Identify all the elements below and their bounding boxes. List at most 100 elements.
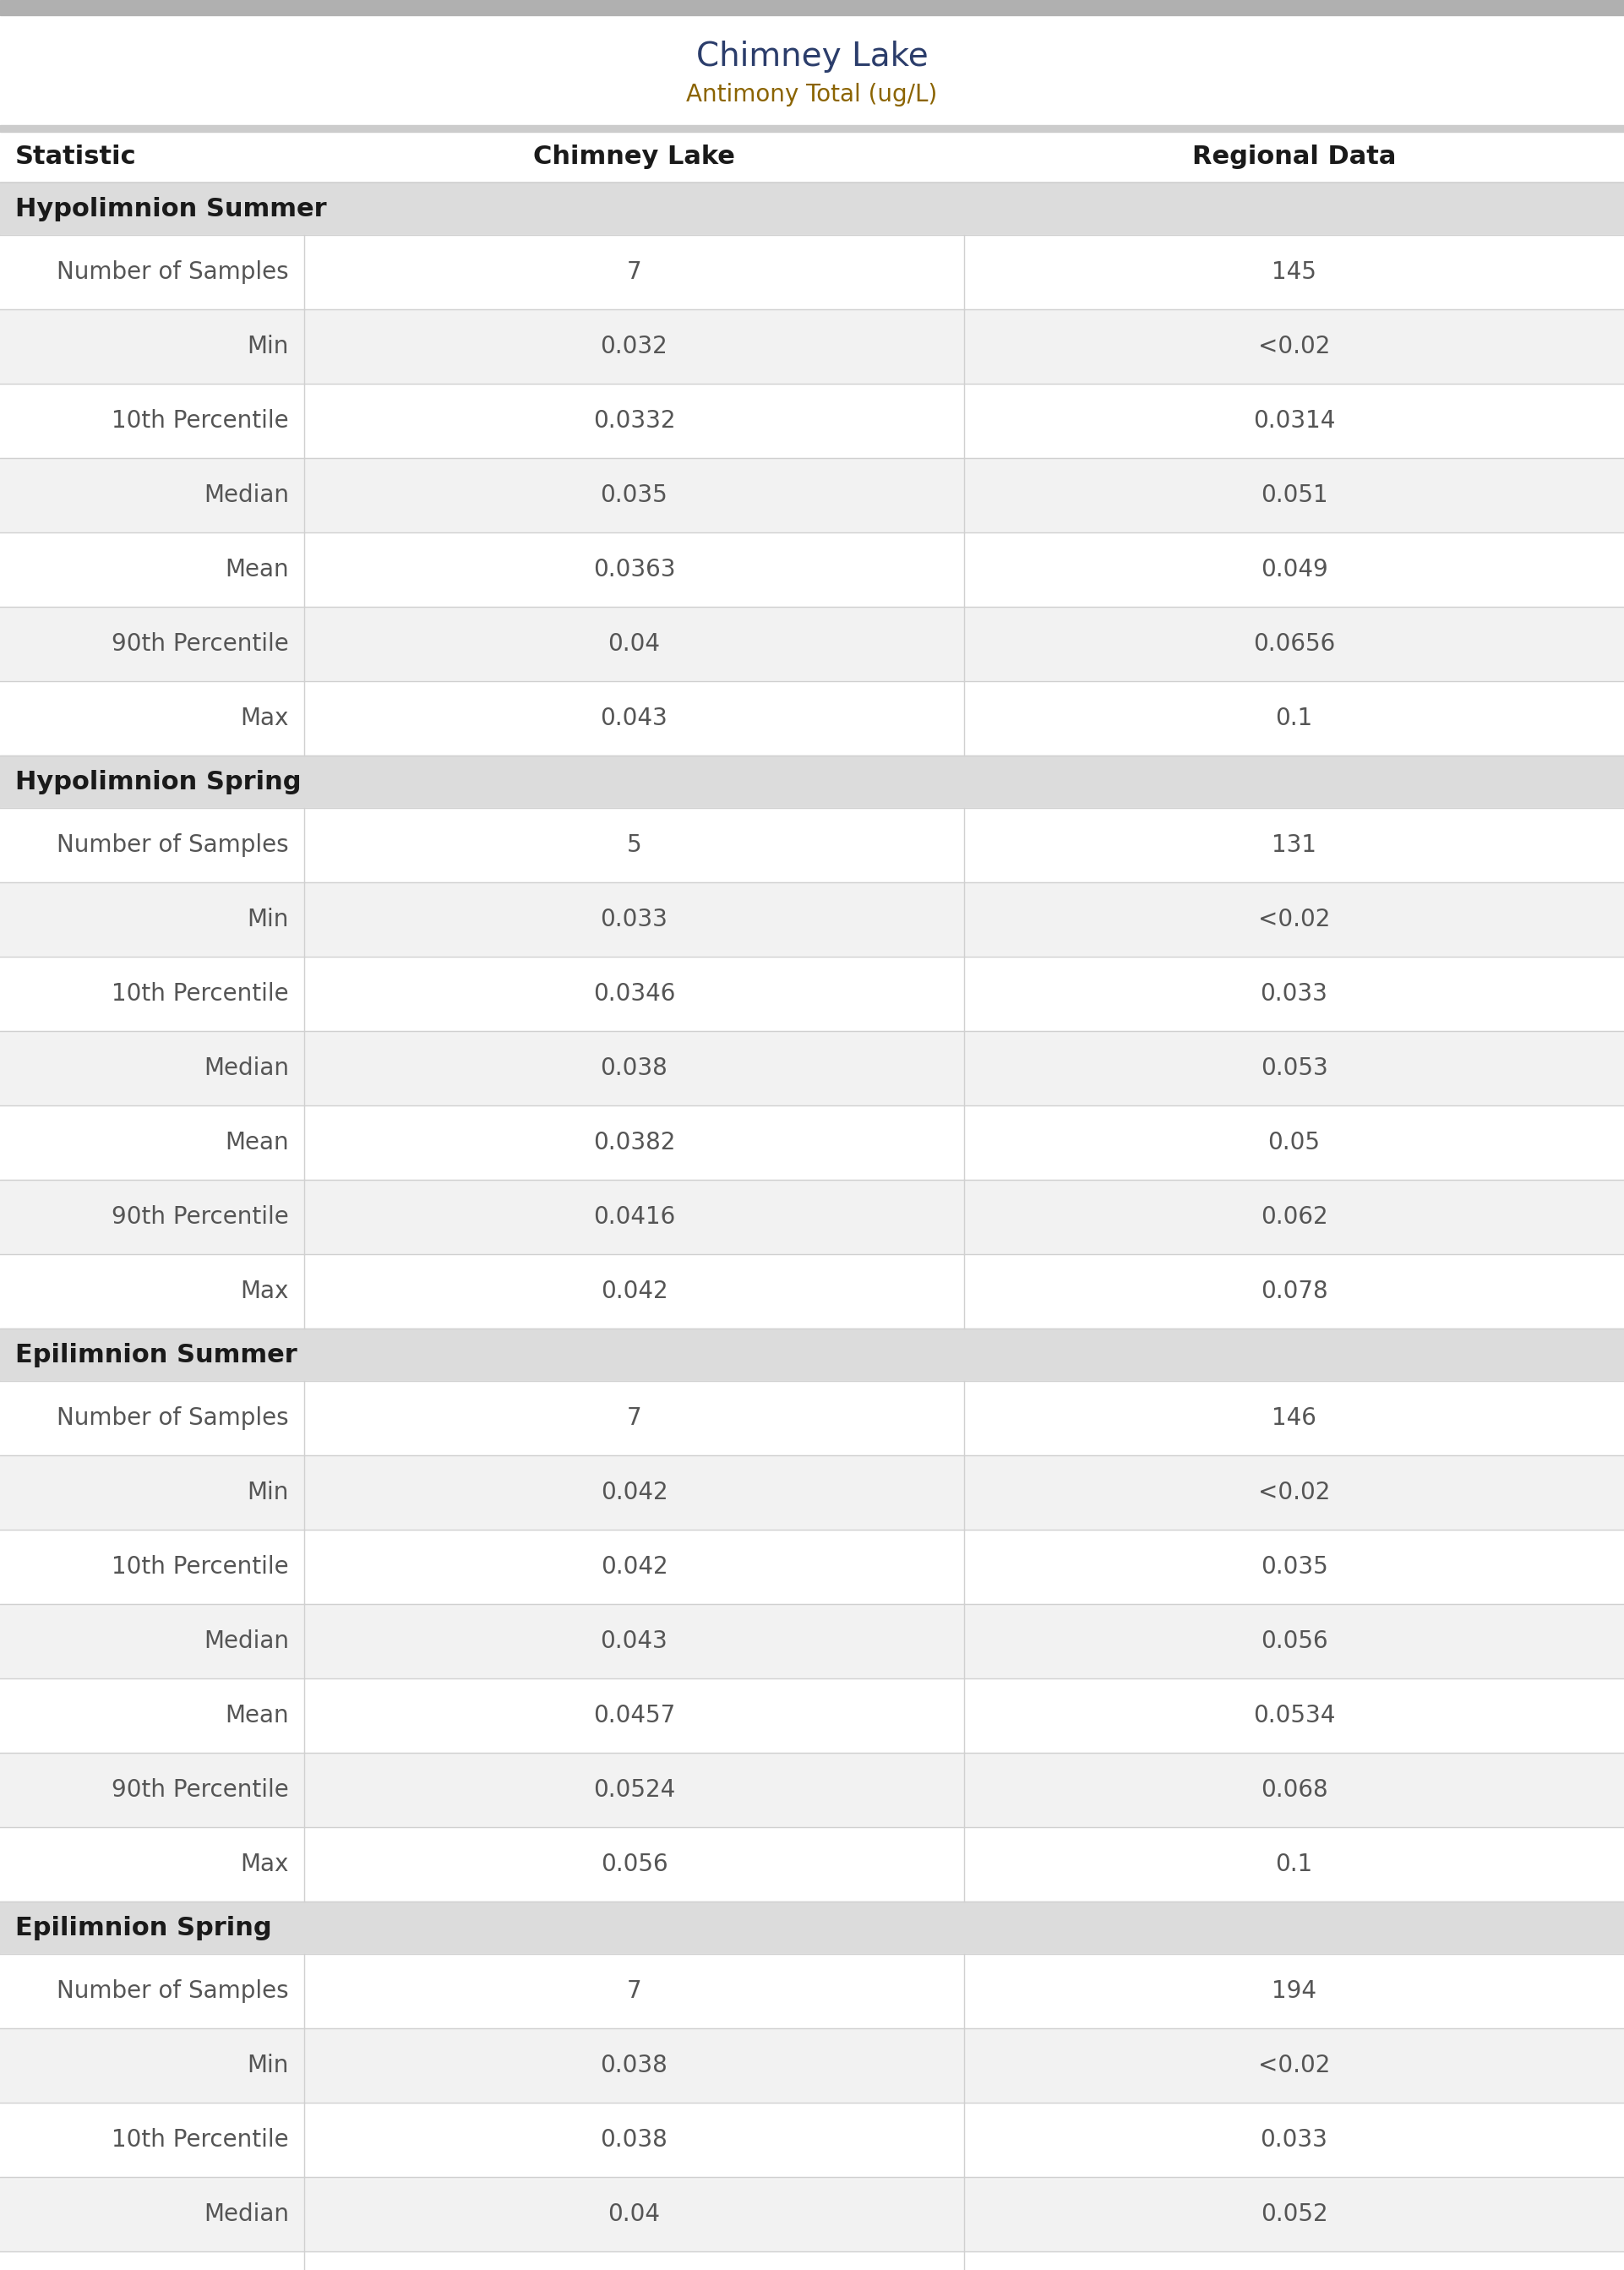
Text: Regional Data: Regional Data: [1192, 145, 1397, 170]
Text: Mean: Mean: [226, 558, 289, 581]
Bar: [0, 1605, 1624, 1678]
Bar: [0, 2029, 1624, 2102]
Text: 0.043: 0.043: [601, 706, 667, 731]
Bar: [0, 182, 1624, 234]
Text: 0.052: 0.052: [1260, 2202, 1328, 2227]
Text: Min: Min: [247, 334, 289, 359]
Bar: [0, 459, 1624, 533]
Text: 0.042: 0.042: [601, 1480, 667, 1505]
Text: 10th Percentile: 10th Percentile: [112, 983, 289, 1006]
Bar: [0, 808, 1624, 883]
Text: Number of Samples: Number of Samples: [57, 1979, 289, 2002]
Text: 0.04: 0.04: [607, 2202, 661, 2227]
Text: 0.056: 0.056: [1260, 1630, 1328, 1653]
Text: 5: 5: [627, 833, 641, 858]
Text: 0.033: 0.033: [1260, 983, 1328, 1006]
Text: 0.033: 0.033: [601, 908, 667, 931]
Text: 0.043: 0.043: [601, 1630, 667, 1653]
Bar: [0, 1455, 1624, 1530]
Text: Median: Median: [203, 484, 289, 506]
Text: Max: Max: [240, 1852, 289, 1877]
Text: 0.04: 0.04: [607, 631, 661, 656]
Text: 0.062: 0.062: [1260, 1205, 1328, 1228]
Text: 90th Percentile: 90th Percentile: [112, 631, 289, 656]
Text: <0.02: <0.02: [1259, 1480, 1330, 1505]
Bar: [0, 1954, 1624, 2029]
Text: Hypolimnion Summer: Hypolimnion Summer: [15, 197, 326, 220]
Text: Median: Median: [203, 1630, 289, 1653]
Text: 7: 7: [627, 261, 641, 284]
Text: 145: 145: [1272, 261, 1317, 284]
Bar: [0, 1752, 1624, 1827]
Text: 0.038: 0.038: [601, 2127, 667, 2152]
Text: Epilimnion Summer: Epilimnion Summer: [15, 1342, 297, 1367]
Bar: [0, 606, 1624, 681]
Text: 0.0346: 0.0346: [593, 983, 676, 1006]
Text: <0.02: <0.02: [1259, 2054, 1330, 2077]
Text: 0.042: 0.042: [601, 1555, 667, 1578]
Text: Epilimnion Spring: Epilimnion Spring: [15, 1916, 271, 1941]
Text: Statistic: Statistic: [15, 145, 136, 170]
Text: Min: Min: [247, 1480, 289, 1505]
Text: Chimney Lake: Chimney Lake: [533, 145, 736, 170]
Text: 10th Percentile: 10th Percentile: [112, 409, 289, 434]
Bar: [0, 1031, 1624, 1105]
Text: 0.056: 0.056: [601, 1852, 667, 1877]
Text: 0.051: 0.051: [1260, 484, 1328, 506]
Text: 0.0416: 0.0416: [593, 1205, 676, 1228]
Text: Mean: Mean: [226, 1705, 289, 1727]
Text: Max: Max: [240, 1280, 289, 1303]
Bar: [0, 0, 1624, 16]
Text: 0.1: 0.1: [1275, 706, 1312, 731]
Bar: [0, 309, 1624, 384]
Text: 0.038: 0.038: [601, 1056, 667, 1081]
Text: 0.078: 0.078: [1260, 1280, 1328, 1303]
Bar: [0, 125, 1624, 132]
Text: 90th Percentile: 90th Percentile: [112, 1205, 289, 1228]
Text: Hypolimnion Spring: Hypolimnion Spring: [15, 770, 300, 794]
Text: 0.1: 0.1: [1275, 1852, 1312, 1877]
Text: 0.042: 0.042: [601, 1280, 667, 1303]
Text: 0.0524: 0.0524: [593, 1777, 676, 1802]
Text: Min: Min: [247, 2054, 289, 2077]
Text: 10th Percentile: 10th Percentile: [112, 1555, 289, 1578]
Text: 0.049: 0.049: [1260, 558, 1328, 581]
Bar: [0, 1328, 1624, 1380]
Text: <0.02: <0.02: [1259, 334, 1330, 359]
Text: 0.0314: 0.0314: [1252, 409, 1335, 434]
Bar: [0, 234, 1624, 309]
Text: 0.0363: 0.0363: [593, 558, 676, 581]
Bar: [0, 956, 1624, 1031]
Bar: [0, 2177, 1624, 2252]
Text: 0.038: 0.038: [601, 2054, 667, 2077]
Bar: [0, 681, 1624, 756]
Text: 10th Percentile: 10th Percentile: [112, 2127, 289, 2152]
Text: 0.032: 0.032: [601, 334, 667, 359]
Text: 0.0382: 0.0382: [593, 1130, 676, 1155]
Text: 0.0332: 0.0332: [593, 409, 676, 434]
Bar: [0, 883, 1624, 956]
Bar: [0, 384, 1624, 459]
Text: Antimony Total (ug/L): Antimony Total (ug/L): [687, 82, 937, 107]
Text: 0.0656: 0.0656: [1254, 631, 1335, 656]
Text: 0.035: 0.035: [601, 484, 667, 506]
Bar: [0, 756, 1624, 808]
Bar: [0, 1902, 1624, 1954]
Text: Number of Samples: Number of Samples: [57, 261, 289, 284]
Text: 7: 7: [627, 1407, 641, 1430]
Text: 90th Percentile: 90th Percentile: [112, 1777, 289, 1802]
Text: Chimney Lake: Chimney Lake: [697, 41, 927, 73]
Bar: [0, 132, 1624, 182]
Text: 131: 131: [1272, 833, 1317, 858]
Text: 0.053: 0.053: [1260, 1056, 1328, 1081]
Bar: [0, 1105, 1624, 1180]
Text: 146: 146: [1272, 1407, 1317, 1430]
Bar: [0, 2102, 1624, 2177]
Text: Number of Samples: Number of Samples: [57, 1407, 289, 1430]
Text: Median: Median: [203, 1056, 289, 1081]
Bar: [0, 533, 1624, 606]
Text: 0.035: 0.035: [1260, 1555, 1328, 1578]
Text: 0.0534: 0.0534: [1252, 1705, 1335, 1727]
Text: Median: Median: [203, 2202, 289, 2227]
Bar: [0, 1380, 1624, 1455]
